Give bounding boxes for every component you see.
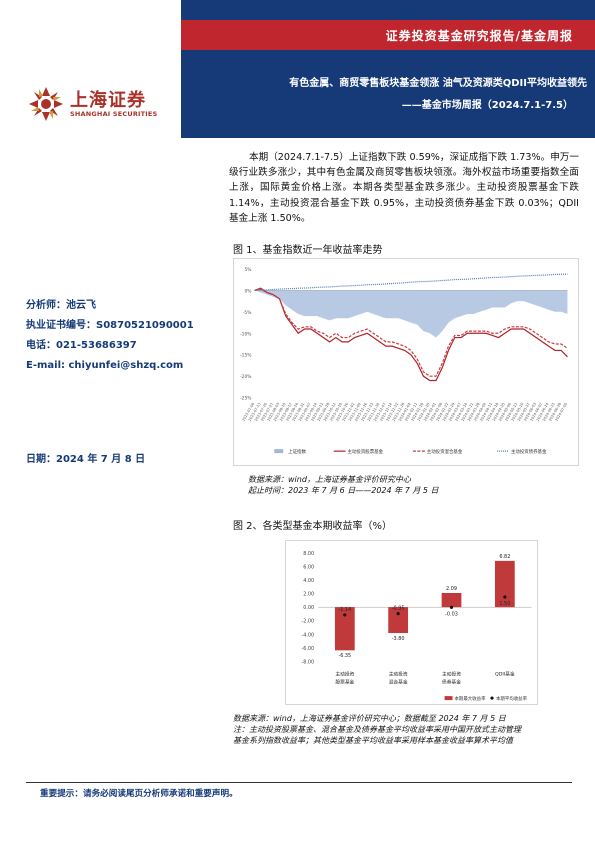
legend-swatch (274, 449, 284, 454)
fund-index-line-chart: 5%0%-5%-10%-15%-20%-25%2023-07-062023-07… (233, 258, 579, 466)
important-notice: 重要提示：请务必阅读尾页分析师承诺和重要声明。 (40, 789, 238, 799)
figure1-title: 图 1、基金指数近一年收益率走势 (233, 245, 383, 256)
average-dot (343, 613, 347, 617)
figure2-notes: 数据来源：wind，上海证券基金评价研究中心；数据截至 2024 年 7 月 5… (233, 713, 521, 746)
report-subtitle: ——基金市场周报（2024.7.1-7.5） (401, 100, 573, 111)
header-title-panel: 有色金属、商贸零售板块基金领涨 油气及资源类QDII平均收益领先 ——基金市场周… (181, 50, 595, 138)
header-top-stripe (181, 0, 595, 20)
category-label: QDII基金 (495, 670, 515, 677)
y-tick-label: 0% (244, 288, 251, 294)
bar (388, 607, 409, 633)
y-tick-label: 8.00 (303, 551, 314, 557)
dot-value-label: -0.95 (392, 606, 405, 612)
header-category-bar: 证券投资基金研究报告/基金周报 (181, 20, 595, 50)
legend-swatch (444, 696, 453, 701)
figure2-source: 数据来源：wind，上海证券基金评价研究中心；数据截至 2024 年 7 月 5… (233, 714, 506, 723)
y-tick-label: -4.00 (301, 632, 314, 638)
y-tick-label: -10% (240, 331, 251, 337)
legend-label: 主动投资股票基金 (348, 448, 384, 455)
legend-label: 主动投资债券基金 (511, 448, 547, 455)
series-line-主动投资债券基金 (254, 273, 568, 291)
bar-value-label: -3.80 (392, 636, 405, 642)
y-tick-label: -2.00 (301, 619, 314, 625)
y-tick-label: 5% (244, 267, 251, 273)
email-address: E-mail: chiyunfei@shzq.com (26, 360, 184, 371)
logo-name-en: SHANGHAI SECURITIES (70, 110, 158, 118)
report-title: 有色金属、商贸零售板块基金领涨 油气及资源类QDII平均收益领先 (289, 78, 587, 89)
bar-value-label: 6.82 (499, 554, 510, 560)
bar (334, 607, 355, 651)
y-tick-label: 2.00 (303, 592, 314, 598)
summary-paragraph: 本期（2024.7.1-7.5）上证指数下跌 0.59%，深证成指下跌 1.73… (229, 152, 579, 224)
category-label: 主动投资 (389, 670, 408, 677)
figure1-period: 起止时间：2023 年 7 月 6 日——2024 年 7 月 5 日 (248, 486, 439, 495)
y-tick-label: -15% (240, 353, 251, 359)
logo-emblem-icon (29, 87, 63, 121)
dot-value-label: -0.03 (445, 611, 458, 617)
author-block: 分析师：池云飞 执业证书编号：S0870521090001 电话：021-536… (26, 296, 194, 376)
category-label: 主动投资 (442, 670, 461, 677)
y-tick-label: -20% (240, 374, 251, 380)
analyst-name: 分析师：池云飞 (26, 300, 96, 311)
y-tick-label: -5% (243, 310, 252, 316)
report-date: 日期：2024 年 7 月 8 日 (26, 454, 146, 465)
phone-number: 电话：021-53686397 (26, 340, 137, 351)
category-label: 主动投资 (335, 670, 354, 677)
y-tick-label: -6.00 (301, 646, 314, 652)
legend-label: 上证指数 (288, 448, 306, 455)
figure1-source: 数据来源：wind，上海证券基金评价研究中心 (248, 475, 411, 484)
footer-divider (26, 782, 572, 783)
y-tick-label: -8.00 (301, 659, 314, 665)
category-label: 股票基金 (335, 678, 354, 685)
summary-section: 本期（2024.7.1-7.5）上证指数下跌 0.59%，深证成指下跌 1.73… (229, 150, 579, 226)
series-line-主动投资混合基金 (254, 288, 568, 377)
dot-value-label: 1.50 (499, 601, 510, 607)
y-tick-label: 0.00 (303, 605, 314, 611)
fund-return-bar-chart: 8.00 6.00 4.00 2.00 0.00 -2.00 -4.00 -6.00 -8.00… (285, 540, 538, 705)
company-logo: 上海证券 SHANGHAI SECURITIES (28, 86, 168, 122)
bar (441, 592, 462, 608)
y-tick-label: 6.00 (303, 564, 314, 570)
category-label: 混合基金 (389, 678, 408, 685)
series-line-主动投资股票基金 (254, 287, 568, 382)
average-dot (503, 595, 507, 599)
legend-swatch (490, 696, 494, 700)
bar-value-label: -6.35 (338, 653, 351, 659)
figure2-note1: 注：主动投资股票基金、混合基金及债券基金平均收益率采用中国开放式主动管理 (233, 725, 521, 734)
license-number: 执业证书编号：S0870521090001 (26, 320, 194, 331)
y-tick-label: -25% (240, 396, 251, 402)
category-label: 债券基金 (442, 678, 461, 685)
figure2-title: 图 2、各类型基金本期收益率（%） (233, 521, 393, 532)
legend-label: 本期平均收益率 (496, 695, 528, 702)
dot-value-label: -1.14 (338, 607, 351, 613)
series-area-上证指数 (254, 290, 568, 338)
figure2-note2: 基金系列指数收益率；其他类型基金平均收益率采用样本基金收益率算术平均值 (233, 736, 513, 745)
average-dot (449, 605, 454, 609)
bar (494, 560, 515, 608)
average-dot (396, 612, 400, 616)
report-category: 证券投资基金研究报告/基金周报 (385, 29, 573, 43)
y-tick-label: 4.00 (303, 578, 314, 584)
logo-name-cn: 上海证券 (70, 90, 146, 111)
bar-value-label: 2.09 (446, 586, 457, 592)
legend-label: 主动投资混合基金 (427, 448, 463, 455)
figure1-notes: 数据来源：wind，上海证券基金评价研究中心 起止时间：2023 年 7 月 6… (248, 474, 439, 496)
legend-label: 本期最大收益率 (454, 695, 486, 702)
